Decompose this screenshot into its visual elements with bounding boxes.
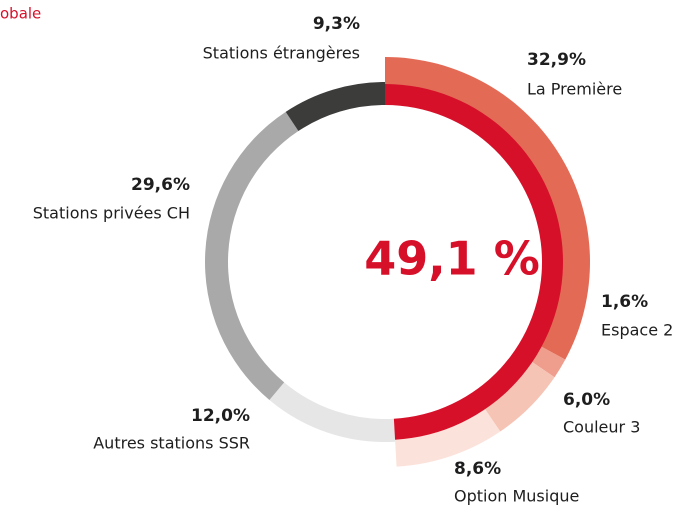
donut-segment [395,408,501,467]
category-label: Autres stations SSR [93,434,250,453]
inner-arc [385,84,563,440]
donut-segment [285,82,385,132]
value-label: 1,6% [601,292,648,312]
value-label: 29,6% [131,175,190,195]
category-label: Couleur 3 [563,418,640,437]
donut-segment [204,111,299,400]
value-label: 9,3% [313,14,360,34]
category-label: La Première [527,80,622,99]
donut-segment [269,382,396,442]
value-label: 32,9% [527,50,586,70]
value-label: 6,0% [563,390,610,410]
category-label: Option Musique [454,487,579,506]
value-label: 12,0% [191,406,250,426]
category-label: Stations privées CH [33,204,190,223]
chart-title: obale [0,5,41,23]
donut-segment [385,57,590,360]
donut-segment [484,361,555,432]
category-label: Stations étrangères [203,44,360,63]
donut-segment [531,346,566,378]
center-label: 49,1 % [364,232,540,286]
category-label: Espace 2 [601,321,673,340]
value-label: 8,6% [454,459,501,479]
